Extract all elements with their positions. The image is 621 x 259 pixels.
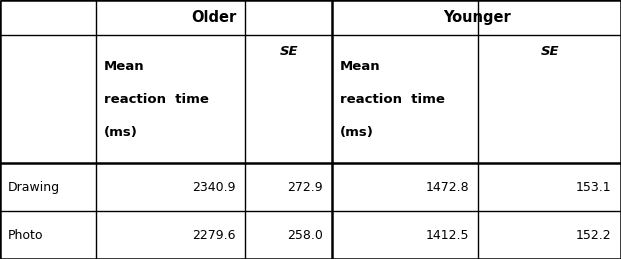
Text: 2340.9: 2340.9: [193, 181, 236, 194]
Text: Drawing: Drawing: [7, 181, 60, 194]
Text: Older: Older: [192, 10, 237, 25]
Text: 153.1: 153.1: [576, 181, 612, 194]
Text: Mean

reaction  time

(ms): Mean reaction time (ms): [104, 60, 209, 139]
Text: Younger: Younger: [443, 10, 510, 25]
Text: Photo: Photo: [7, 228, 43, 242]
Text: 1472.8: 1472.8: [425, 181, 469, 194]
Text: 152.2: 152.2: [576, 228, 612, 242]
Text: 2279.6: 2279.6: [193, 228, 236, 242]
Text: Mean

reaction  time

(ms): Mean reaction time (ms): [340, 60, 445, 139]
Text: SE: SE: [279, 45, 298, 58]
Text: 258.0: 258.0: [287, 228, 323, 242]
Text: 1412.5: 1412.5: [425, 228, 469, 242]
Text: 272.9: 272.9: [288, 181, 323, 194]
Text: SE: SE: [540, 45, 559, 58]
